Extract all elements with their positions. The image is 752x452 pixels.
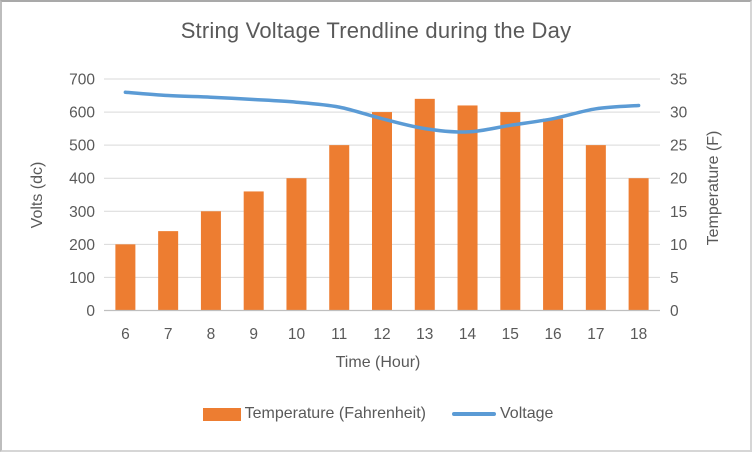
y-tick-left-500: 500 [69,138,95,155]
legend-item-temperature: Temperature (Fahrenheit) [202,405,427,423]
y-tick-left-700: 700 [69,72,95,89]
x-tick-8: 8 [207,326,216,343]
bar-6 [115,244,136,311]
legend-label-voltage: Voltage [500,405,554,422]
right-axis-title: Temperature (F) [705,130,722,246]
x-tick-7: 7 [164,326,173,343]
y-tick-right-5: 5 [670,270,679,287]
y-tick-right-10: 10 [670,237,688,254]
y-tick-left-400: 400 [69,171,95,188]
temperature-legend-swatch-icon [202,407,241,421]
bar-12 [372,112,392,311]
x-tick-9: 9 [249,326,258,343]
x-tick-6: 6 [121,326,130,343]
x-tick-13: 13 [416,326,433,343]
x-tick-17: 17 [587,326,604,343]
x-tick-15: 15 [502,326,519,343]
legend-item-voltage: Voltage [452,405,553,423]
bar-11 [329,145,350,311]
y-tick-left-300: 300 [69,204,95,221]
bar-15 [500,112,521,311]
y-tick-left-200: 200 [69,237,95,254]
x-tick-11: 11 [331,326,347,343]
chart-title: String Voltage Trendline during the Day [180,18,572,43]
bar-13 [414,98,435,311]
bar-17 [585,145,606,311]
x-axis-title: Time (Hour) [335,354,421,371]
left-axis-title: Volts (dc) [29,161,46,229]
y-tick-right-0: 0 [670,303,679,320]
voltage-legend-line-icon [452,412,497,416]
voltage-line [123,90,641,134]
y-tick-left-600: 600 [69,105,95,122]
y-tick-right-20: 20 [670,171,688,188]
bar-8 [200,211,221,311]
bar-18 [628,178,649,311]
legend: Temperature (Fahrenheit) Voltage [2,405,750,423]
bar-10 [286,178,307,311]
y-tick-right-35: 35 [670,72,687,89]
bar-14 [457,105,478,311]
y-tick-right-25: 25 [670,138,687,155]
legend-label-temperature: Temperature (Fahrenheit) [244,405,427,422]
x-tick-18: 18 [630,326,647,343]
bar-9 [243,191,264,311]
y-tick-left-100: 100 [69,270,95,287]
x-tick-12: 12 [373,326,390,343]
x-tick-16: 16 [544,326,561,343]
x-tick-10: 10 [288,326,306,343]
y-tick-right-30: 30 [670,105,688,122]
x-tick-14: 14 [459,326,477,343]
y-tick-left-0: 0 [86,303,95,320]
bar-7 [158,231,179,311]
bar-16 [543,118,564,311]
y-tick-right-15: 15 [670,204,687,221]
